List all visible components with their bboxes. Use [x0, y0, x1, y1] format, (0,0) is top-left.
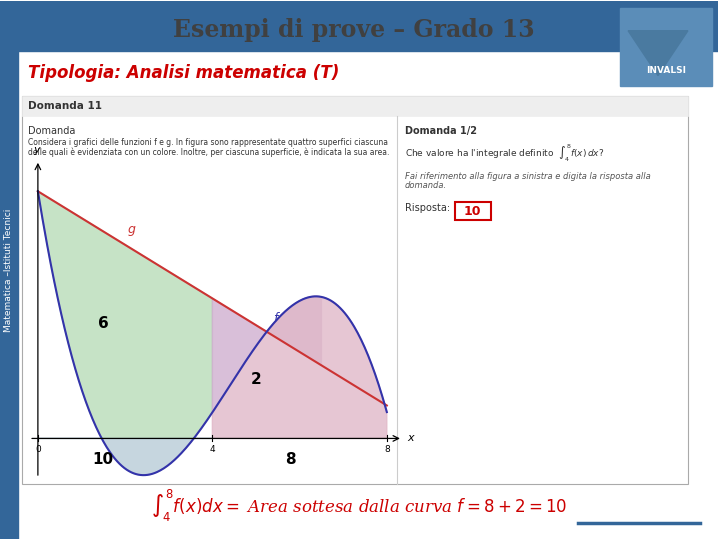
Text: Risposta:: Risposta:: [405, 203, 450, 213]
Text: Che valore ha l'integrale definito  $\int_4^8 f(x)\,dx$?: Che valore ha l'integrale definito $\int…: [405, 143, 604, 164]
Text: 6: 6: [98, 315, 109, 330]
Text: Esempi di prove – Grado 13: Esempi di prove – Grado 13: [173, 18, 535, 42]
Text: $f$: $f$: [273, 311, 281, 325]
Text: $y$: $y$: [33, 145, 42, 157]
Text: 4: 4: [210, 446, 215, 455]
Polygon shape: [212, 296, 321, 413]
Bar: [0, 1, 718, 51]
Text: Considera i grafici delle funzioni f e g. In figura sono rappresentate quattro s: Considera i grafici delle funzioni f e g…: [28, 138, 388, 147]
Text: 2: 2: [251, 372, 261, 387]
Bar: [0, 1, 18, 539]
Text: Fai riferimento alla figura a sinistra e digita la risposta alla: Fai riferimento alla figura a sinistra e…: [405, 172, 651, 181]
Text: Domanda 1/2: Domanda 1/2: [405, 126, 477, 137]
Text: INVALSI: INVALSI: [646, 66, 686, 75]
Text: domanda.: domanda.: [405, 181, 447, 190]
Text: Matematica –Istituti Tecnici: Matematica –Istituti Tecnici: [4, 208, 14, 332]
Bar: [22, 96, 688, 484]
Bar: [454, 202, 490, 220]
Bar: [22, 96, 688, 117]
Polygon shape: [628, 31, 688, 76]
Bar: [22, 96, 688, 484]
Polygon shape: [38, 438, 212, 475]
Text: 8: 8: [286, 453, 296, 467]
Text: $\int_4^8 f(x)dx = $ Area sottesa dalla curva $f = 8 + 2 = 10$: $\int_4^8 f(x)dx = $ Area sottesa dalla …: [150, 488, 567, 524]
Text: 10: 10: [464, 205, 482, 218]
Polygon shape: [38, 191, 212, 438]
Text: Tipologia: Analisi matematica (T): Tipologia: Analisi matematica (T): [28, 64, 339, 82]
Bar: [620, 8, 712, 85]
Polygon shape: [212, 296, 387, 438]
Text: $x$: $x$: [407, 434, 415, 443]
Text: $g$: $g$: [127, 224, 136, 238]
Text: Domanda: Domanda: [28, 126, 76, 137]
Text: 8: 8: [384, 446, 390, 455]
Text: Domanda 11: Domanda 11: [28, 102, 102, 111]
Text: delle quali è evidenziata con un colore. Inoltre, per ciascuna superficie, è ind: delle quali è evidenziata con un colore.…: [28, 147, 390, 157]
Text: 0: 0: [35, 446, 41, 455]
Text: 10: 10: [93, 453, 114, 467]
